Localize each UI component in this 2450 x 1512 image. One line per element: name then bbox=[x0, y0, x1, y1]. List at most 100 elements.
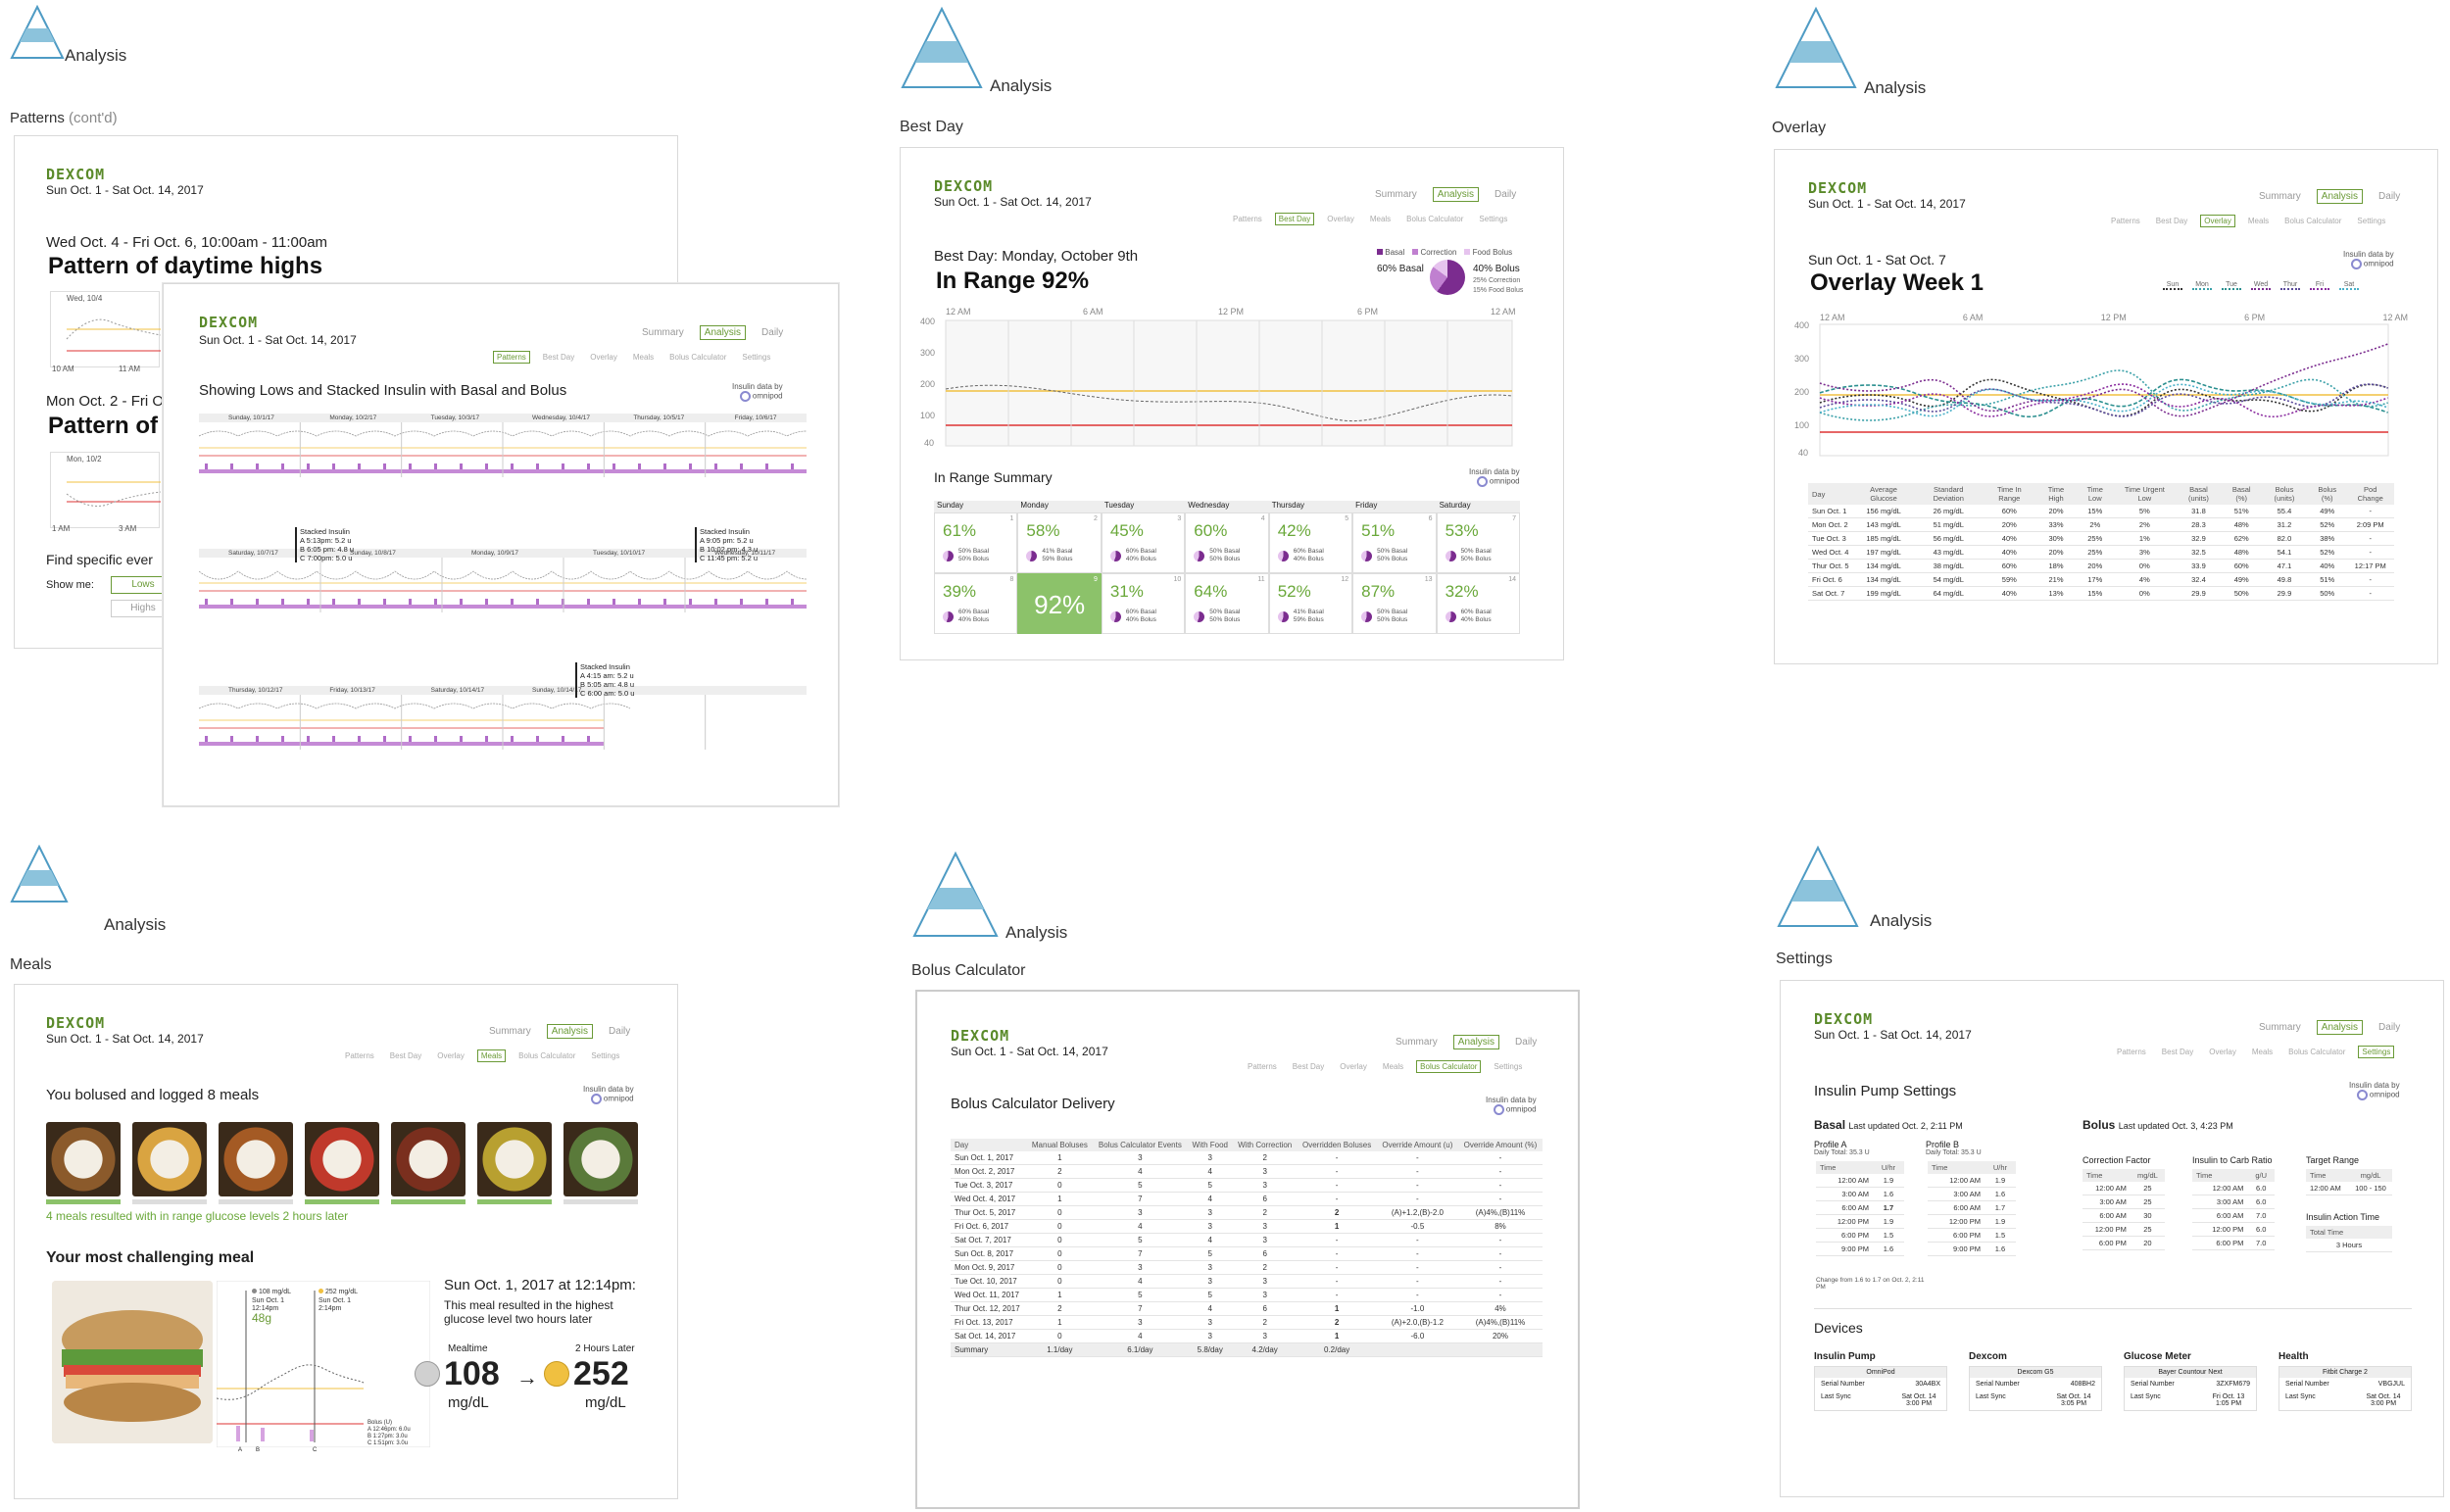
subtab-meals[interactable]: Meals bbox=[632, 353, 655, 362]
meal-photo[interactable] bbox=[477, 1122, 552, 1204]
overlay-series-line bbox=[1819, 383, 2388, 417]
day-cell[interactable]: 52% 12 41% Basal 59% Bolus bbox=[1268, 573, 1353, 634]
subtab-best-day[interactable]: Best Day bbox=[389, 1051, 422, 1060]
strip-day-label: Tuesday, 10/3/17 bbox=[430, 415, 480, 421]
tab-summary[interactable]: Summary bbox=[1396, 1037, 1438, 1048]
tab-analysis[interactable]: Analysis bbox=[699, 325, 747, 340]
tab-daily[interactable]: Daily bbox=[2378, 191, 2401, 202]
day-cell[interactable]: 61% 1 50% Basal 50% Bolus bbox=[934, 512, 1018, 573]
subtab-bolus-calculator[interactable]: Bolus Calculator bbox=[1406, 215, 1464, 223]
dexcom-logo: DEXCOM bbox=[46, 166, 106, 183]
day-cell[interactable]: 60% 4 50% Basal 50% Bolus bbox=[1185, 512, 1269, 573]
subtab-bolus-calculator[interactable]: Bolus Calculator bbox=[669, 353, 727, 362]
tab-daily[interactable]: Daily bbox=[609, 1026, 631, 1037]
tab-summary[interactable]: Summary bbox=[2259, 1022, 2301, 1033]
bolus-title: Bolus Calculator Delivery bbox=[951, 1096, 1115, 1112]
subtab-patterns[interactable]: Patterns bbox=[1233, 215, 1262, 223]
day-cell[interactable]: 51% 6 50% Basal 50% Bolus bbox=[1352, 512, 1437, 573]
table-row: 6:00 AM 30 bbox=[2082, 1208, 2165, 1223]
subtab-settings[interactable]: Settings bbox=[1479, 215, 1508, 223]
subtab-overlay[interactable]: Overlay bbox=[437, 1051, 465, 1060]
day-cell[interactable]: 31% 10 60% Basal 40% Bolus bbox=[1101, 573, 1186, 634]
subtab-patterns[interactable]: Patterns bbox=[2117, 1048, 2146, 1056]
meal-photo[interactable] bbox=[219, 1122, 293, 1204]
strip-day-label: Thursday, 10/12/17 bbox=[228, 687, 283, 694]
in-range-summary-title: In Range Summary bbox=[934, 469, 1053, 485]
best-day-cell[interactable]: 92% 9 bbox=[1017, 573, 1102, 634]
tab-daily[interactable]: Daily bbox=[1515, 1037, 1538, 1048]
subtab-overlay[interactable]: Overlay bbox=[2209, 1048, 2236, 1056]
day-cell[interactable]: 64% 11 50% Basal 50% Bolus bbox=[1185, 573, 1269, 634]
svg-text:6 PM: 6 PM bbox=[1357, 307, 1378, 317]
subtab-best-day[interactable]: Best Day bbox=[2161, 1048, 2194, 1056]
day-cell[interactable]: 87% 13 50% Basal 50% Bolus bbox=[1352, 573, 1437, 634]
strip-day-label: Sunday, 10/8/17 bbox=[350, 550, 396, 557]
subtab-settings[interactable]: Settings bbox=[2358, 1046, 2395, 1058]
meal-photo[interactable] bbox=[391, 1122, 466, 1204]
tab-summary[interactable]: Summary bbox=[489, 1026, 531, 1037]
tab-analysis[interactable]: Analysis bbox=[546, 1024, 594, 1039]
subtab-overlay[interactable]: Overlay bbox=[2200, 215, 2235, 227]
day-cell[interactable]: 39% 8 60% Basal 40% Bolus bbox=[934, 573, 1018, 634]
meal-photo[interactable] bbox=[305, 1122, 379, 1204]
subtab-settings[interactable]: Settings bbox=[591, 1051, 620, 1060]
day-cell[interactable]: 32% 14 60% Basal 40% Bolus bbox=[1436, 573, 1520, 634]
tab-daily[interactable]: Daily bbox=[2378, 1022, 2401, 1033]
tab-analysis[interactable]: Analysis bbox=[1452, 1035, 1500, 1049]
subtab-patterns[interactable]: Patterns bbox=[493, 351, 530, 364]
tab-summary[interactable]: Summary bbox=[2259, 191, 2301, 202]
subtab-patterns[interactable]: Patterns bbox=[2111, 217, 2140, 225]
day-cell[interactable]: 45% 3 60% Basal 40% Bolus bbox=[1101, 512, 1186, 573]
day-cell[interactable]: 42% 5 60% Basal 40% Bolus bbox=[1268, 512, 1353, 573]
tab-summary[interactable]: Summary bbox=[642, 327, 684, 338]
column-header: Bolus Calculator Events bbox=[1093, 1139, 1188, 1151]
top-nav: Summary Analysis Daily bbox=[1371, 187, 1520, 202]
table-row: 6:00 AM 1.7 bbox=[1816, 1200, 1904, 1215]
meal-photo[interactable] bbox=[46, 1122, 121, 1204]
analysis-triangle-icon bbox=[1775, 6, 1857, 88]
subtab-meals[interactable]: Meals bbox=[1382, 1062, 1404, 1071]
bolus-card: DEXCOM Sun Oct. 1 - Sat Oct. 14, 2017 Su… bbox=[915, 990, 1580, 1509]
subtab-best-day[interactable]: Best Day bbox=[1292, 1062, 1325, 1071]
omnipod-badge: Insulin data by omnipod bbox=[583, 1085, 634, 1104]
tab-analysis[interactable]: Analysis bbox=[1432, 187, 1480, 202]
subtab-overlay[interactable]: Overlay bbox=[1327, 215, 1354, 223]
svg-text:6 AM: 6 AM bbox=[1083, 307, 1103, 317]
weekday-header: Sunday bbox=[934, 501, 1018, 512]
subtab-bolus-calculator[interactable]: Bolus Calculator bbox=[2284, 217, 2342, 225]
subtab-bolus-calculator[interactable]: Bolus Calculator bbox=[518, 1051, 576, 1060]
subtab-patterns[interactable]: Patterns bbox=[1248, 1062, 1277, 1071]
subtab-settings[interactable]: Settings bbox=[1494, 1062, 1523, 1071]
meal-photo[interactable] bbox=[132, 1122, 207, 1204]
subtab-best-day[interactable]: Best Day bbox=[1274, 213, 1315, 225]
subtab-meals[interactable]: Meals bbox=[476, 1049, 507, 1062]
day-cell[interactable]: 58% 2 41% Basal 59% Bolus bbox=[1017, 512, 1102, 573]
tab-summary[interactable]: Summary bbox=[1375, 189, 1417, 200]
subtab-best-day[interactable]: Best Day bbox=[542, 353, 575, 362]
subtab-best-day[interactable]: Best Day bbox=[2155, 217, 2188, 225]
subtab-meals[interactable]: Meals bbox=[2247, 217, 2270, 225]
tab-daily[interactable]: Daily bbox=[1494, 189, 1517, 200]
subtab-overlay[interactable]: Overlay bbox=[1340, 1062, 1367, 1071]
tab-analysis[interactable]: Analysis bbox=[2316, 189, 2364, 204]
subtab-settings[interactable]: Settings bbox=[2357, 217, 2386, 225]
subtab-patterns[interactable]: Patterns bbox=[345, 1051, 374, 1060]
subtab-settings[interactable]: Settings bbox=[742, 353, 771, 362]
subtab-bolus-calculator[interactable]: Bolus Calculator bbox=[1416, 1060, 1482, 1073]
meal-photo[interactable] bbox=[564, 1122, 638, 1204]
subtab-overlay[interactable]: Overlay bbox=[590, 353, 617, 362]
weekday-header: Wednesday bbox=[1185, 501, 1269, 512]
analysis-triangle-icon bbox=[10, 845, 69, 902]
table-row: 3:00 AM 25 bbox=[2082, 1195, 2165, 1209]
insulin-ring-icon bbox=[1109, 611, 1121, 622]
day-cell[interactable]: 53% 7 50% Basal 50% Bolus bbox=[1436, 512, 1520, 573]
column-header: Override Amount (%) bbox=[1457, 1139, 1543, 1151]
column-header: With Correction bbox=[1232, 1139, 1298, 1151]
best-day-chart: 400 300 200 100 40 12 AM 6 AM 12 PM 6 PM 12 AM bbox=[920, 307, 1516, 448]
tab-daily[interactable]: Daily bbox=[761, 327, 784, 338]
tab-analysis[interactable]: Analysis bbox=[2316, 1020, 2364, 1035]
subtab-meals[interactable]: Meals bbox=[2251, 1048, 2274, 1056]
subtab-meals[interactable]: Meals bbox=[1369, 215, 1392, 223]
table-row: 12:00 AM 6.0 bbox=[2192, 1182, 2275, 1195]
subtab-bolus-calculator[interactable]: Bolus Calculator bbox=[2288, 1048, 2346, 1056]
